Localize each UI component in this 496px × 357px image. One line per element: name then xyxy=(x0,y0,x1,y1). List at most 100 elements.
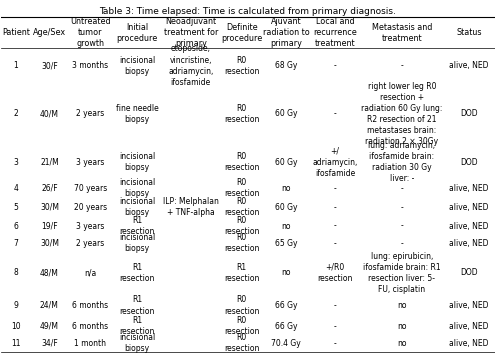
Text: no: no xyxy=(397,322,407,331)
Text: -: - xyxy=(334,222,336,231)
Text: Age/Sex: Age/Sex xyxy=(33,28,66,37)
Text: R0
resection: R0 resection xyxy=(224,233,259,253)
Text: etoposide,
vincristine,
adriamycin,
ifosfamide: etoposide, vincristine, adriamycin, ifos… xyxy=(168,45,213,87)
Text: incisional
biopsy: incisional biopsy xyxy=(119,233,155,253)
Text: R1
resection: R1 resection xyxy=(120,296,155,316)
Text: Metastasis and
treatment: Metastasis and treatment xyxy=(372,23,432,43)
Text: -: - xyxy=(334,239,336,248)
Text: 6: 6 xyxy=(13,222,18,231)
Text: 7: 7 xyxy=(13,239,18,248)
Text: -: - xyxy=(334,110,336,119)
Text: no: no xyxy=(397,301,407,310)
Text: DOD: DOD xyxy=(460,158,478,167)
Text: incisional
biopsy: incisional biopsy xyxy=(119,56,155,76)
Text: fine needle
biopsy: fine needle biopsy xyxy=(116,104,158,124)
Text: 6 months: 6 months xyxy=(72,301,108,310)
Text: 2 years: 2 years xyxy=(76,110,104,119)
Text: Untreated
tumor
growth: Untreated tumor growth xyxy=(70,17,111,49)
Text: R1
resection: R1 resection xyxy=(120,263,155,283)
Text: 11: 11 xyxy=(11,339,21,348)
Text: R0
resection: R0 resection xyxy=(224,104,259,124)
Text: Definite
procedure: Definite procedure xyxy=(221,23,262,43)
Text: no: no xyxy=(282,268,291,277)
Text: 70 years: 70 years xyxy=(73,183,107,193)
Text: +/R0
resection: +/R0 resection xyxy=(317,263,353,283)
Text: alive, NED: alive, NED xyxy=(449,61,489,70)
Text: +/
adriamycin,
ifosfamide: +/ adriamycin, ifosfamide xyxy=(312,147,358,178)
Text: 49/M: 49/M xyxy=(40,322,59,331)
Text: DOD: DOD xyxy=(460,268,478,277)
Text: 60 Gy: 60 Gy xyxy=(275,110,298,119)
Text: alive, NED: alive, NED xyxy=(449,239,489,248)
Text: 30/M: 30/M xyxy=(40,203,59,212)
Text: 2: 2 xyxy=(13,110,18,119)
Text: R0
resection: R0 resection xyxy=(224,316,259,336)
Text: R0
resection: R0 resection xyxy=(224,197,259,217)
Text: -: - xyxy=(334,61,336,70)
Text: -: - xyxy=(334,322,336,331)
Text: 60 Gy: 60 Gy xyxy=(275,158,298,167)
Text: ILP: Melphalan
+ TNF-alpha: ILP: Melphalan + TNF-alpha xyxy=(163,197,219,217)
Text: lung: adriamycin,
ifosfamide brain:
radiation 30 Gy
liver: -: lung: adriamycin, ifosfamide brain: radi… xyxy=(369,141,435,183)
Text: 70.4 Gy: 70.4 Gy xyxy=(271,339,301,348)
Text: incisional
biopsy: incisional biopsy xyxy=(119,333,155,353)
Text: R0
resection: R0 resection xyxy=(224,178,259,198)
Text: Ajuvant
radiation to
primary: Ajuvant radiation to primary xyxy=(263,17,310,49)
Text: alive, NED: alive, NED xyxy=(449,339,489,348)
Text: Table 3: Time elapsed: Time is calculated from primary diagnosis.: Table 3: Time elapsed: Time is calculate… xyxy=(100,7,396,16)
Text: -: - xyxy=(400,239,403,248)
Text: R1
resection: R1 resection xyxy=(120,316,155,336)
Text: R0
resection: R0 resection xyxy=(224,333,259,353)
Text: alive, NED: alive, NED xyxy=(449,322,489,331)
Text: 21/M: 21/M xyxy=(40,158,59,167)
Text: -: - xyxy=(400,61,403,70)
Text: 30/M: 30/M xyxy=(40,239,59,248)
Text: 24/M: 24/M xyxy=(40,301,59,310)
Text: 60 Gy: 60 Gy xyxy=(275,203,298,212)
Text: Initial
procedure: Initial procedure xyxy=(117,23,158,43)
Text: 5: 5 xyxy=(13,203,18,212)
Text: Neoadjuvant
treatment for
primary: Neoadjuvant treatment for primary xyxy=(164,17,218,49)
Text: 4: 4 xyxy=(13,183,18,193)
Text: 9: 9 xyxy=(13,301,18,310)
Text: Status: Status xyxy=(456,28,482,37)
Text: -: - xyxy=(334,203,336,212)
Text: alive, NED: alive, NED xyxy=(449,222,489,231)
Text: right lower leg R0
resection +
radiation 60 Gy lung:
R2 resection of 21
metastas: right lower leg R0 resection + radiation… xyxy=(361,82,442,146)
Text: 3 years: 3 years xyxy=(76,222,104,231)
Text: 8: 8 xyxy=(13,268,18,277)
Text: -: - xyxy=(334,183,336,193)
Text: 3 months: 3 months xyxy=(72,61,108,70)
Text: -: - xyxy=(400,203,403,212)
Text: alive, NED: alive, NED xyxy=(449,183,489,193)
Text: 40/M: 40/M xyxy=(40,110,59,119)
Text: incisional
biopsy: incisional biopsy xyxy=(119,178,155,198)
Text: 66 Gy: 66 Gy xyxy=(275,322,298,331)
Text: lung: epirubicin,
ifosfamide brain: R1
resection liver: 5-
FU, cisplatin: lung: epirubicin, ifosfamide brain: R1 r… xyxy=(363,252,440,294)
Text: DOD: DOD xyxy=(460,110,478,119)
Text: 48/M: 48/M xyxy=(40,268,59,277)
Text: 66 Gy: 66 Gy xyxy=(275,301,298,310)
Text: 26/F: 26/F xyxy=(41,183,58,193)
Text: 65 Gy: 65 Gy xyxy=(275,239,298,248)
Text: R0
resection: R0 resection xyxy=(224,296,259,316)
Text: alive, NED: alive, NED xyxy=(449,203,489,212)
Text: incisional
biopsy: incisional biopsy xyxy=(119,152,155,172)
Text: -: - xyxy=(334,301,336,310)
Text: 3 years: 3 years xyxy=(76,158,104,167)
Text: 20 years: 20 years xyxy=(73,203,107,212)
Text: no: no xyxy=(282,222,291,231)
Text: incisional
biopsy: incisional biopsy xyxy=(119,197,155,217)
Text: no: no xyxy=(397,339,407,348)
Text: 68 Gy: 68 Gy xyxy=(275,61,298,70)
Text: Local and
recurrence
treatment: Local and recurrence treatment xyxy=(313,17,357,49)
Text: R1
resection: R1 resection xyxy=(224,263,259,283)
Text: no: no xyxy=(282,183,291,193)
Text: 10: 10 xyxy=(11,322,21,331)
Text: 1: 1 xyxy=(13,61,18,70)
Text: 34/F: 34/F xyxy=(41,339,58,348)
Text: R0
resection: R0 resection xyxy=(224,216,259,236)
Text: R0
resection: R0 resection xyxy=(224,56,259,76)
Text: Patient: Patient xyxy=(2,28,30,37)
Text: 6 months: 6 months xyxy=(72,322,108,331)
